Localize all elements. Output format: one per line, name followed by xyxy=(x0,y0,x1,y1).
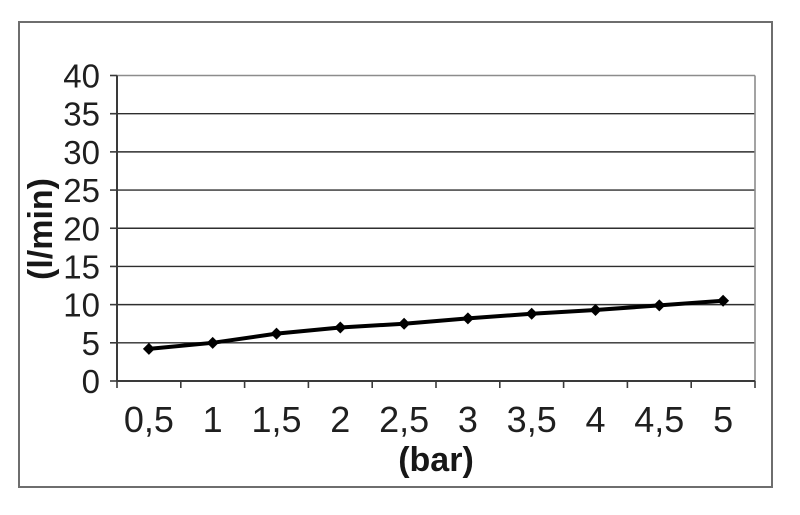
y-tick-label: 35 xyxy=(63,96,100,133)
x-axis-title: (bar) xyxy=(398,441,474,479)
data-point-marker xyxy=(142,342,155,355)
x-tick-label: 3,5 xyxy=(507,399,557,440)
data-point-marker xyxy=(398,317,411,330)
data-point-marker xyxy=(206,336,219,349)
x-tick-label: 4 xyxy=(585,399,605,440)
x-tick-label: 2,5 xyxy=(379,399,429,440)
chart-frame: 0 5 10 15 20 25 30 35 40 0,5 1 1,5 2 2,5 3 3,5 4 4,5 5 (ba… xyxy=(18,21,773,488)
y-tick-label: 0 xyxy=(82,363,100,400)
x-tick-label: 2 xyxy=(330,399,350,440)
data-point-marker xyxy=(653,299,666,312)
y-tick-label: 25 xyxy=(63,172,100,209)
y-tick-label: 40 xyxy=(63,58,100,95)
y-tick-label: 10 xyxy=(63,287,100,324)
x-tick-label: 1,5 xyxy=(251,399,301,440)
ticks-group xyxy=(110,74,756,388)
series-group xyxy=(142,294,730,355)
data-point-marker xyxy=(589,303,602,316)
data-point-marker xyxy=(525,307,538,320)
x-tick-label: 4,5 xyxy=(634,399,684,440)
x-tick-label: 3 xyxy=(458,399,478,440)
data-point-marker xyxy=(717,294,730,307)
y-tick-label: 20 xyxy=(63,210,100,247)
y-tick-label: 5 xyxy=(82,325,100,362)
data-point-marker xyxy=(461,312,474,325)
y-tick-label: 30 xyxy=(63,134,100,171)
y-tick-label: 15 xyxy=(63,248,100,285)
x-tick-label: 5 xyxy=(713,399,733,440)
data-point-marker xyxy=(270,327,283,340)
x-tick-label: 1 xyxy=(203,399,223,440)
series-line xyxy=(146,298,726,351)
gridlines-group xyxy=(117,74,756,381)
data-point-marker xyxy=(334,321,347,334)
y-axis-title: (l/min) xyxy=(22,178,60,280)
x-tick-label: 0,5 xyxy=(124,399,174,440)
